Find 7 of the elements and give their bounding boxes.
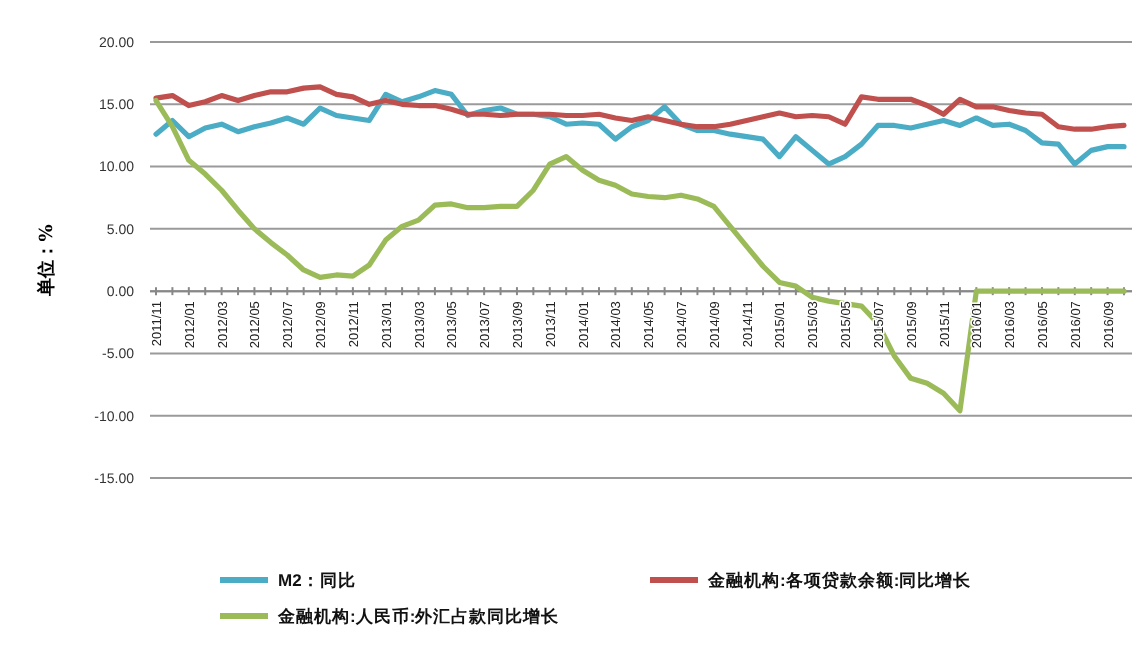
y-axis-title: 单位：% xyxy=(36,223,58,298)
legend-label: M2：同比 xyxy=(278,569,356,590)
line-series xyxy=(153,97,1127,414)
line-series xyxy=(153,87,1127,167)
legend-label: 金融机构:各项贷款余额:同比增长 xyxy=(706,569,974,590)
legend-label: 金融机构:人民币:外汇占款同比增长 xyxy=(276,605,562,626)
line-series xyxy=(153,84,1127,132)
